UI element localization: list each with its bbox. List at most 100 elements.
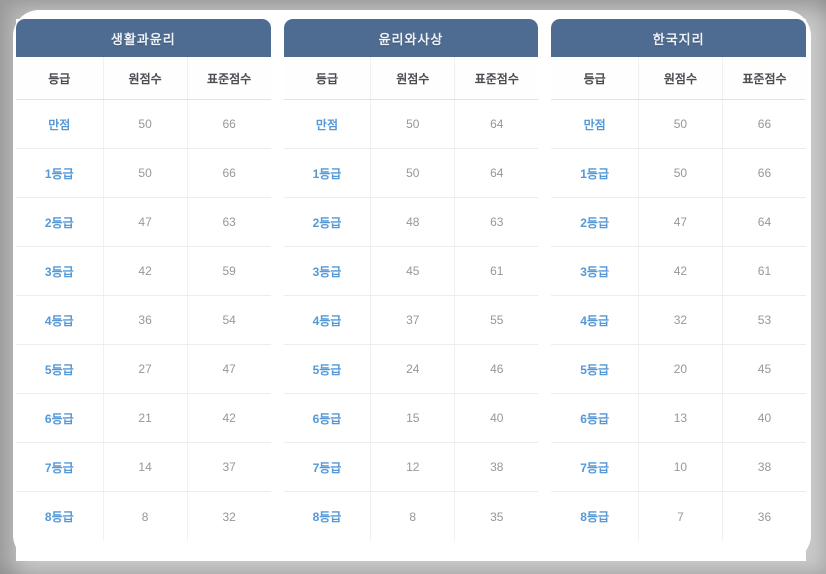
standard-score-cell: 38 bbox=[721, 443, 806, 491]
grade-cell: 3등급 bbox=[44, 264, 74, 279]
table-row: 1등급 50 66 bbox=[16, 149, 271, 198]
standard-score-cell: 38 bbox=[454, 443, 538, 491]
standard-score-cell: 32 bbox=[186, 492, 271, 541]
raw-score-cell: 42 bbox=[102, 247, 187, 295]
standard-score-cell: 66 bbox=[721, 100, 806, 148]
grade-cell: 5등급 bbox=[44, 362, 74, 377]
raw-score-cell: 21 bbox=[102, 394, 187, 442]
raw-score-cell: 15 bbox=[370, 394, 454, 442]
raw-score-cell: 50 bbox=[637, 149, 722, 197]
table-row: 1등급 50 66 bbox=[551, 149, 807, 198]
grade-cell: 2등급 bbox=[44, 215, 74, 230]
grade-cell: 7등급 bbox=[312, 460, 342, 475]
standard-score-cell: 63 bbox=[186, 198, 271, 246]
column-header-grade: 등급 bbox=[315, 71, 338, 86]
raw-score-cell: 47 bbox=[102, 198, 187, 246]
standard-score-cell: 54 bbox=[186, 296, 271, 344]
standard-score-cell: 40 bbox=[721, 394, 806, 442]
standard-score-cell: 53 bbox=[721, 296, 806, 344]
raw-score-cell: 37 bbox=[370, 296, 454, 344]
raw-score-cell: 50 bbox=[102, 100, 187, 148]
subject-table: 생활과윤리 등급 원점수 표준점수 만점 50 66 1등급 50 66 2등급 47 63 3등급 42 5… bbox=[16, 19, 271, 561]
grade-cell: 5등급 bbox=[580, 362, 610, 377]
standard-score-cell: 66 bbox=[186, 100, 271, 148]
table-row: 4등급 36 54 bbox=[16, 296, 271, 345]
grade-cell: 만점 bbox=[583, 117, 606, 132]
grade-cell: 3등급 bbox=[312, 264, 342, 279]
table-row: 5등급 24 46 bbox=[283, 345, 539, 394]
table-row: 3등급 42 61 bbox=[551, 247, 807, 296]
grade-cell: 2등급 bbox=[312, 215, 342, 230]
subject-table: 한국지리 등급 원점수 표준점수 만점 50 66 1등급 50 66 2등급 47 64 3등급 42 61… bbox=[551, 19, 807, 561]
table-row: 만점 50 66 bbox=[551, 100, 807, 149]
subject-title: 윤리와사상 bbox=[283, 19, 539, 57]
raw-score-cell: 12 bbox=[370, 443, 454, 491]
raw-score-cell: 27 bbox=[102, 345, 187, 393]
standard-score-cell: 61 bbox=[721, 247, 806, 295]
grade-cell: 1등급 bbox=[312, 166, 342, 181]
raw-score-cell: 8 bbox=[102, 492, 187, 541]
grade-cell: 1등급 bbox=[580, 166, 610, 181]
standard-score-cell: 36 bbox=[721, 492, 806, 541]
standard-score-cell: 63 bbox=[454, 198, 538, 246]
column-header-raw-score: 원점수 bbox=[637, 57, 722, 99]
table-row: 7등급 12 38 bbox=[283, 443, 539, 492]
raw-score-cell: 50 bbox=[637, 100, 722, 148]
standard-score-cell: 40 bbox=[454, 394, 538, 442]
column-header-grade: 등급 bbox=[48, 71, 71, 86]
column-header-raw-score: 원점수 bbox=[370, 57, 454, 99]
table-row: 2등급 47 63 bbox=[16, 198, 271, 247]
raw-score-cell: 50 bbox=[102, 149, 187, 197]
raw-score-cell: 45 bbox=[370, 247, 454, 295]
grade-cell: 6등급 bbox=[580, 411, 610, 426]
standard-score-cell: 35 bbox=[454, 492, 538, 541]
raw-score-cell: 20 bbox=[637, 345, 722, 393]
raw-score-cell: 50 bbox=[370, 149, 454, 197]
standard-score-cell: 66 bbox=[721, 149, 806, 197]
score-tables-panel: 생활과윤리 등급 원점수 표준점수 만점 50 66 1등급 50 66 2등급 47 63 3등급 42 5… bbox=[13, 10, 811, 561]
column-header-standard-score: 표준점수 bbox=[454, 57, 538, 99]
raw-score-cell: 24 bbox=[370, 345, 454, 393]
table-row: 7등급 10 38 bbox=[551, 443, 807, 492]
grade-cell: 6등급 bbox=[312, 411, 342, 426]
grade-cell: 8등급 bbox=[44, 510, 74, 524]
raw-score-cell: 13 bbox=[637, 394, 722, 442]
grade-cell: 4등급 bbox=[580, 313, 610, 328]
table-row: 6등급 21 42 bbox=[16, 394, 271, 443]
grade-cell: 7등급 bbox=[44, 460, 74, 475]
table-row: 4등급 37 55 bbox=[283, 296, 539, 345]
table-header-row: 등급 원점수 표준점수 bbox=[283, 57, 539, 100]
raw-score-cell: 48 bbox=[370, 198, 454, 246]
table-row: 만점 50 64 bbox=[283, 100, 539, 149]
grade-cell: 만점 bbox=[315, 117, 338, 132]
column-header-grade: 등급 bbox=[583, 71, 606, 86]
standard-score-cell: 64 bbox=[721, 198, 806, 246]
standard-score-cell: 61 bbox=[454, 247, 538, 295]
grade-cell: 8등급 bbox=[312, 510, 342, 524]
grade-cell: 4등급 bbox=[44, 313, 74, 328]
standard-score-cell: 42 bbox=[186, 394, 271, 442]
standard-score-cell: 46 bbox=[454, 345, 538, 393]
raw-score-cell: 10 bbox=[637, 443, 722, 491]
table-row: 7등급 14 37 bbox=[16, 443, 271, 492]
standard-score-cell: 37 bbox=[186, 443, 271, 491]
raw-score-cell: 42 bbox=[637, 247, 722, 295]
grade-cell: 3등급 bbox=[580, 264, 610, 279]
raw-score-cell: 36 bbox=[102, 296, 187, 344]
grade-cell: 1등급 bbox=[44, 166, 74, 181]
standard-score-cell: 64 bbox=[454, 149, 538, 197]
column-header-standard-score: 표준점수 bbox=[721, 57, 806, 99]
column-header-standard-score: 표준점수 bbox=[186, 57, 271, 99]
subject-tables-container: 생활과윤리 등급 원점수 표준점수 만점 50 66 1등급 50 66 2등급 47 63 3등급 42 5… bbox=[13, 10, 811, 561]
standard-score-cell: 45 bbox=[721, 345, 806, 393]
table-header-row: 등급 원점수 표준점수 bbox=[16, 57, 271, 100]
table-row: 6등급 15 40 bbox=[283, 394, 539, 443]
standard-score-cell: 64 bbox=[454, 100, 538, 148]
subject-title: 한국지리 bbox=[551, 19, 807, 57]
table-row: 1등급 50 64 bbox=[283, 149, 539, 198]
subject-title: 생활과윤리 bbox=[16, 19, 271, 57]
raw-score-cell: 32 bbox=[637, 296, 722, 344]
column-header-raw-score: 원점수 bbox=[102, 57, 187, 99]
raw-score-cell: 47 bbox=[637, 198, 722, 246]
